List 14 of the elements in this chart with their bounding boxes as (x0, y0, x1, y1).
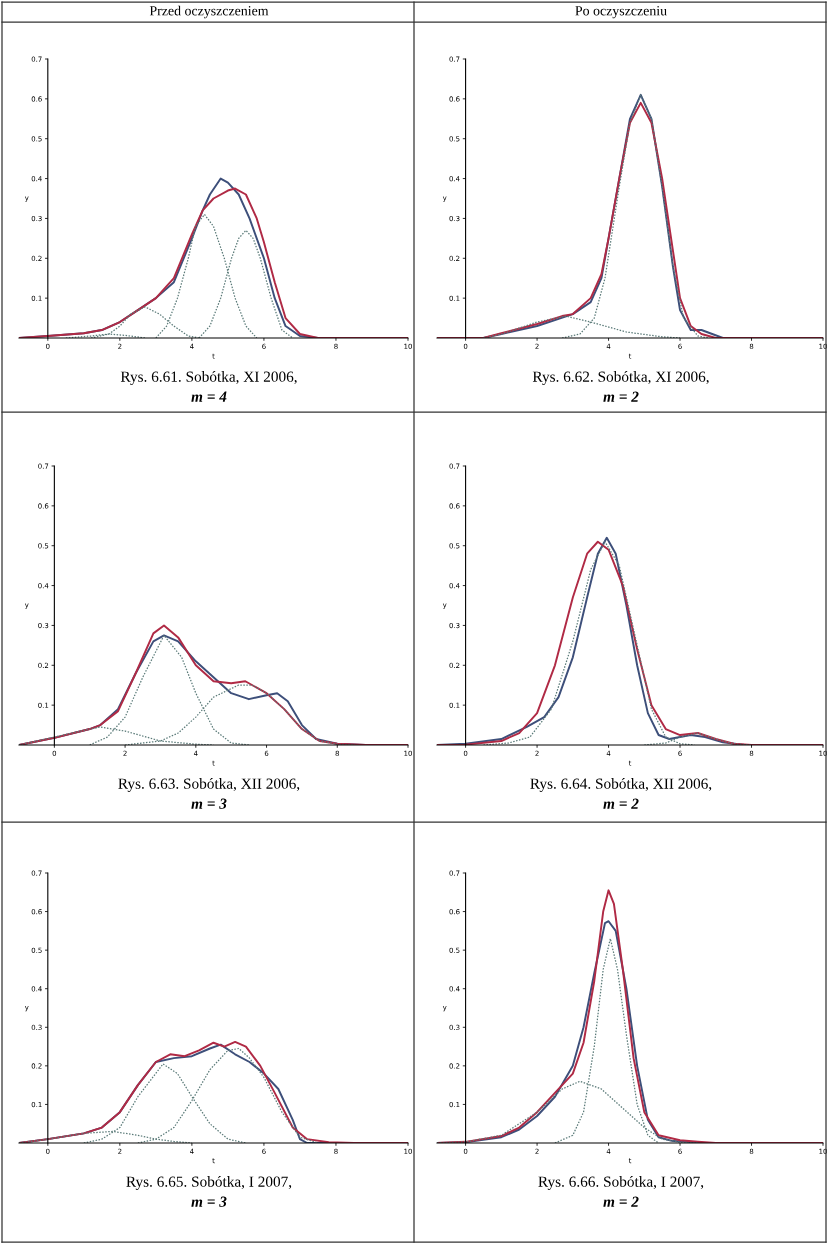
text: Rys. 6.64. Sobótka, XII 2006, (530, 778, 712, 792)
text: m = 2 (603, 1196, 639, 1207)
text: m = 2 (603, 391, 639, 402)
text: m = 3 (191, 798, 227, 809)
text: m = 4 (191, 391, 227, 402)
text: Rys. 6.62. Sobótka, XI 2006, (532, 371, 709, 385)
text: m = 3 (191, 1196, 227, 1207)
text: m = 2 (603, 798, 639, 809)
text: Rys. 6.65. Sobótka, I 2007, (126, 1176, 292, 1190)
chart-title: Po oczyszczeniu (575, 6, 667, 19)
text: Rys. 6.61. Sobótka, XI 2006, (120, 371, 297, 385)
text: Rys. 6.66. Sobótka, I 2007, (538, 1176, 704, 1190)
text: Rys. 6.63. Sobótka, XII 2006, (118, 778, 300, 792)
chart-title: Przed oczyszczeniem (149, 5, 269, 19)
